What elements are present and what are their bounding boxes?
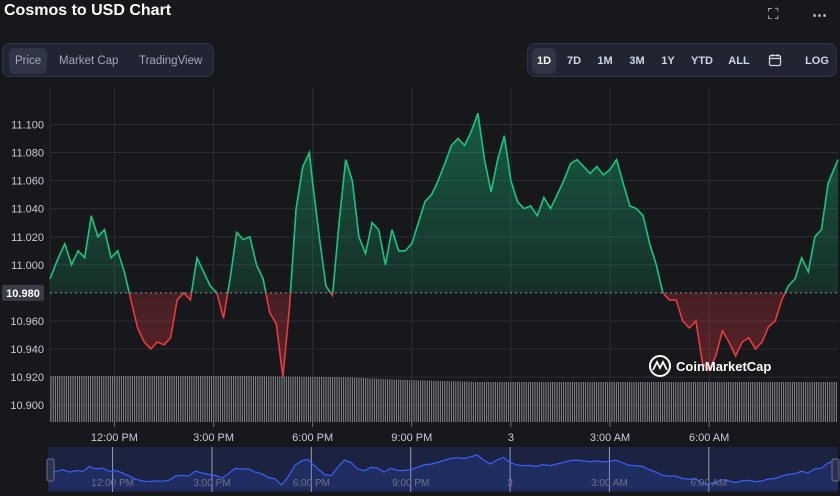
- reference-price-tag: 10.980: [2, 284, 44, 301]
- tab-market-cap[interactable]: Market Cap: [59, 55, 119, 67]
- y-tick-label: 10.960: [10, 316, 44, 328]
- range-1m-button[interactable]: 1M: [597, 55, 613, 67]
- range-7d-button[interactable]: 7D: [566, 55, 582, 67]
- more-icon[interactable]: ⋯: [812, 7, 827, 24]
- y-tick-label: 11.100: [11, 119, 44, 131]
- watermark: CoinMarketCap: [649, 355, 771, 377]
- navigator-right-handle[interactable]: [831, 458, 840, 482]
- reference-tag-box: [2, 284, 44, 301]
- price-area-below: [50, 292, 838, 378]
- navigator-background: [48, 447, 838, 492]
- range-1d-button[interactable]: 1D: [532, 48, 556, 74]
- chart-type-tabs: Price Market Cap TradingView: [2, 43, 214, 77]
- navigator-tick-label: 3:00 AM: [591, 478, 628, 489]
- range-1y-button[interactable]: 1Y: [661, 55, 675, 67]
- volume-bars: [50, 376, 837, 422]
- watermark-text: CoinMarketCap: [676, 359, 771, 374]
- coinmarketcap-logo-mark: [652, 359, 668, 371]
- price-line-up: [49, 113, 839, 293]
- x-tick-label: 9:00 PM: [391, 432, 432, 444]
- y-tick-label: 11.000: [11, 260, 44, 272]
- page-title: Cosmos to USD Chart: [4, 2, 172, 19]
- x-tick-label: 6:00 AM: [689, 432, 729, 444]
- x-tick-label: 12:00 PM: [91, 432, 138, 444]
- x-tick-label: 3: [508, 432, 514, 444]
- x-axis-labels: 12:00 PM 3:00 PM 6:00 PM 9:00 PM 3 3:00 AM 6:0…: [91, 432, 729, 444]
- range-all-button[interactable]: ALL: [728, 55, 750, 67]
- range-log-button[interactable]: LOG: [805, 55, 829, 67]
- x-tick-label: 3:00 AM: [590, 432, 630, 444]
- y-tick-label: 10.940: [10, 344, 44, 356]
- time-range-selector: 1D 7D 1M 3M 1Y YTD ALL LOG: [527, 43, 837, 77]
- fullscreen-icon[interactable]: ⛶: [768, 6, 779, 23]
- calendar-button[interactable]: [762, 48, 788, 74]
- y-tick-label: 11.020: [11, 232, 44, 244]
- tab-tradingview[interactable]: TradingView: [139, 55, 203, 67]
- y-tick-label: 11.080: [11, 148, 44, 160]
- navigator-tick-label: 6:00 PM: [293, 478, 330, 489]
- y-tick-label: 11.060: [11, 176, 44, 188]
- price-area-above: [50, 113, 838, 293]
- y-axis-labels: 11.100 11.080 11.060 11.040 11.020 11.000 10.9…: [10, 119, 44, 412]
- reference-tag-label: 10.980: [6, 288, 40, 300]
- navigator-tick-label: 3: [507, 478, 513, 489]
- navigator-tick-label: 3:00 PM: [193, 478, 230, 489]
- y-tick-label: 11.040: [11, 204, 44, 216]
- y-tick-label: 10.900: [10, 400, 44, 412]
- x-tick-label: 6:00 PM: [292, 432, 333, 444]
- navigator-tick-label: 9:00 PM: [392, 478, 429, 489]
- navigator-area: [48, 454, 838, 490]
- y-tick-label: 10.920: [10, 372, 44, 384]
- navigator-left-handle[interactable]: [46, 458, 55, 482]
- calendar-icon: [768, 54, 782, 67]
- range-navigator[interactable]: 12:00 PM 3:00 PM 6:00 PM 9:00 PM 3 3:00 AM 6:0…: [46, 447, 840, 492]
- tab-price[interactable]: Price: [9, 48, 48, 74]
- range-3m-button[interactable]: 3M: [629, 55, 645, 67]
- x-tick-label: 3:00 PM: [193, 432, 234, 444]
- price-line-down: [128, 292, 786, 378]
- range-ytd-button[interactable]: YTD: [691, 55, 713, 67]
- navigator-tick-label: 12:00 PM: [91, 478, 134, 489]
- navigator-tick-label: 6:00 AM: [690, 478, 727, 489]
- navigator-line: [47, 454, 839, 486]
- coinmarketcap-logo-icon: [649, 355, 671, 377]
